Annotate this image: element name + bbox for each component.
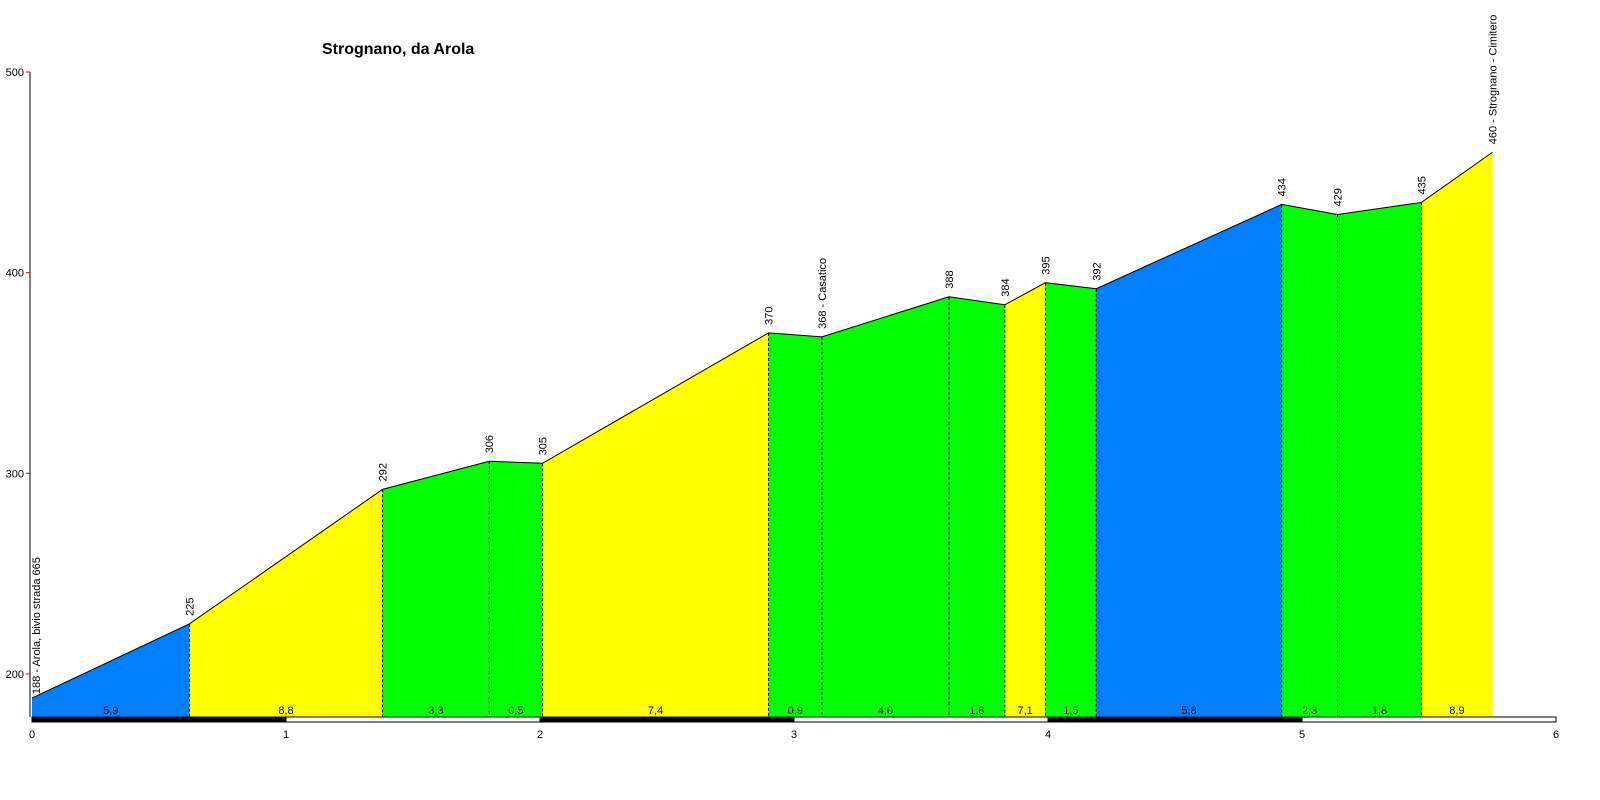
segment-fill [1281, 204, 1338, 717]
gradient-label: 5,9 [103, 705, 118, 717]
segment-fill [382, 461, 490, 717]
gradient-label: 1,8 [1372, 705, 1387, 717]
segment-fill [542, 332, 769, 717]
gradient-label: 0,5 [508, 705, 523, 717]
gradient-label: 4,0 [878, 705, 893, 717]
elevation-point-label: 435 [1416, 176, 1428, 194]
chart-title: Strognano, da Arola [322, 41, 474, 58]
gradient-label: 7,4 [648, 705, 663, 717]
x-tick-label: 0 [29, 729, 35, 741]
elevation-point-label: 384 [1000, 278, 1012, 296]
elevation-point-label: 429 [1333, 188, 1345, 206]
gradient-label: 2,3 [1302, 705, 1317, 717]
gradient-label: 1,8 [969, 705, 984, 717]
gradient-label: 8,8 [278, 705, 293, 717]
segment-fill [768, 332, 822, 717]
elevation-point-label: 188 - Arola, bivio strada 665 [31, 557, 43, 694]
x-axis: 0 1 2 3 4 5 6 [29, 716, 1559, 741]
km-scale-bar [31, 716, 287, 723]
x-tick-label: 5 [1299, 729, 1305, 741]
segment-fill [1096, 204, 1282, 717]
elevation-point-label: 370 [764, 307, 776, 325]
gradient-label: 1,5 [1063, 705, 1078, 717]
elevation-point-label: 292 [378, 463, 390, 481]
point-labels: 188 - Arola, bivio strada 665 225 292 306 30… [31, 15, 1500, 694]
segment-fill [1337, 202, 1422, 717]
elevation-point-label: 388 [944, 270, 956, 288]
elevation-point-label: 392 [1091, 262, 1103, 280]
elevation-point-label: 306 [484, 435, 496, 453]
y-tick-label: 300 [6, 468, 24, 480]
gradient-label: 5,8 [1181, 705, 1196, 717]
y-axis: 200 300 400 500 [6, 67, 31, 717]
x-tick-label: 1 [283, 729, 289, 741]
y-tick-label: 200 [6, 669, 24, 681]
km-scale-bar [1047, 716, 1303, 723]
segment-fill [489, 461, 543, 717]
x-tick-label: 3 [791, 729, 797, 741]
gradient-labels: 5,9 8,8 3,3 0,5 7,4 0,9 4,0 1,8 7,1 1,5 5,8 2,3 1,8 8… [103, 705, 1464, 717]
km-scale-bar [793, 716, 1049, 723]
gradient-label: 0,9 [788, 705, 803, 717]
elevation-point-label: 395 [1040, 256, 1052, 274]
segment-fill [1004, 282, 1046, 717]
elevation-point-label: 460 - Strognano - Cimitero [1488, 15, 1500, 145]
segment-fill [1045, 282, 1097, 717]
gradient-label: 7,1 [1017, 705, 1032, 717]
profile-line [31, 151, 1493, 699]
segment-fill [189, 489, 383, 717]
y-tick-label: 400 [6, 268, 24, 280]
segment-fill [32, 623, 190, 717]
elevation-point-label: 434 [1277, 178, 1289, 196]
segment-fill [821, 296, 949, 717]
km-scale-bar [285, 716, 541, 723]
gradient-label: 8,9 [1449, 705, 1464, 717]
x-tick-label: 6 [1553, 729, 1559, 741]
segment-fills [32, 152, 1493, 717]
segment-fill [1421, 152, 1493, 717]
segment-fill [948, 296, 1005, 717]
segment-dividers [188, 202, 1422, 717]
elevation-point-label: 368 - Casatico [817, 258, 829, 329]
y-tick-label: 500 [6, 67, 24, 79]
x-tick-label: 4 [1045, 729, 1051, 741]
elevation-point-label: 225 [184, 597, 196, 615]
x-tick-label: 2 [537, 729, 543, 741]
gradient-label: 3,3 [428, 705, 443, 717]
elevation-point-label: 305 [538, 437, 550, 455]
km-scale-bar [1301, 716, 1557, 723]
km-scale-bar [539, 716, 795, 723]
